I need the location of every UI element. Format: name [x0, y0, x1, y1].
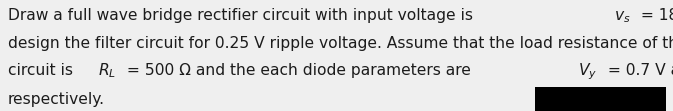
FancyBboxPatch shape	[535, 87, 666, 111]
Text: $v_s$: $v_s$	[614, 9, 631, 25]
Text: respectively.: respectively.	[8, 92, 105, 107]
Text: = 18 sin(1100: = 18 sin(1100	[636, 8, 673, 23]
Text: = 500 Ω and the each diode parameters are: = 500 Ω and the each diode parameters ar…	[122, 63, 475, 78]
Text: $R_L$: $R_L$	[98, 61, 116, 80]
Text: circuit is: circuit is	[8, 63, 78, 78]
Text: Draw a full wave bridge rectifier circuit with input voltage is: Draw a full wave bridge rectifier circui…	[8, 8, 478, 23]
Text: $V_y$: $V_y$	[578, 62, 598, 82]
Text: design the filter circuit for 0.25 V ripple voltage. Assume that the load resist: design the filter circuit for 0.25 V rip…	[8, 36, 673, 51]
Text: = 0.7 V and: = 0.7 V and	[603, 63, 673, 78]
